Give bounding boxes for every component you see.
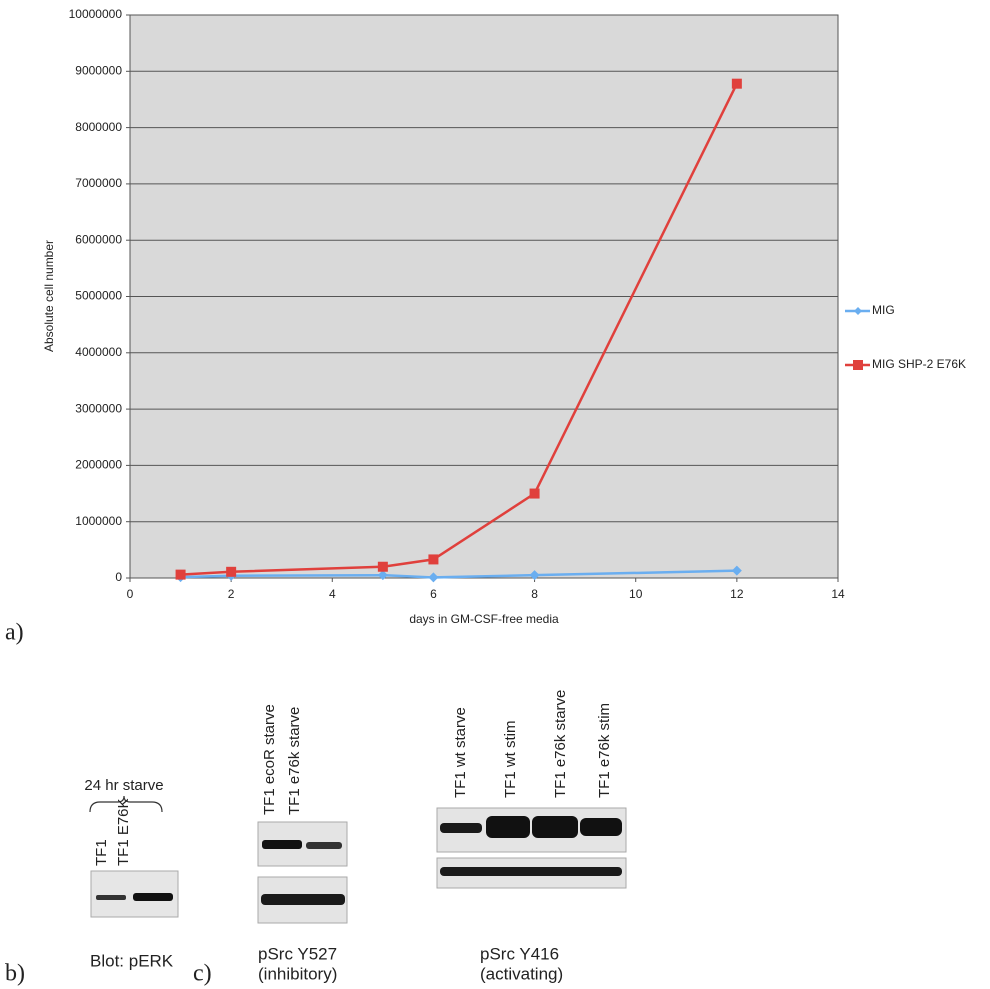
y-tick-label: 8000000: [75, 120, 122, 134]
x-axis-label: days in GM-CSF-free media: [409, 612, 559, 626]
group-label: 24 hr starve: [84, 777, 163, 794]
y-tick-label: 6000000: [75, 232, 122, 246]
band: [306, 842, 342, 849]
x-tick-label: 6: [430, 587, 437, 601]
band: [486, 816, 530, 838]
y-tick-label: 3000000: [75, 401, 122, 415]
band: [96, 895, 126, 900]
y-tick-label: 5000000: [75, 289, 122, 303]
panel-label: b): [5, 961, 25, 987]
y-tick-label: 2000000: [75, 458, 122, 472]
legend-marker: [853, 360, 863, 370]
marker: [732, 79, 742, 89]
y-tick-label: 0: [115, 570, 122, 584]
legend-marker: [854, 307, 862, 315]
marker: [226, 567, 236, 577]
y-tick-label: 7000000: [75, 176, 122, 190]
band: [580, 818, 622, 836]
caption: (activating): [480, 964, 563, 983]
marker: [530, 489, 540, 499]
caption: pSrc Y416: [480, 944, 559, 963]
band: [440, 823, 482, 833]
x-tick-label: 12: [730, 587, 744, 601]
lane-label: TF1 e76k stim: [596, 703, 613, 798]
marker: [428, 554, 438, 564]
caption: pSrc Y527: [258, 944, 337, 963]
figure: Absolute cell number days in GM-CSF-free…: [0, 0, 990, 989]
x-tick-label: 0: [127, 587, 134, 601]
caption: (inhibitory): [258, 964, 337, 983]
x-tick-label: 2: [228, 587, 235, 601]
lane-label: TF1 E76K: [115, 798, 132, 866]
lane-label: TF1 ecoR starve: [261, 704, 278, 815]
marker: [378, 562, 388, 572]
band: [261, 894, 345, 905]
x-tick-label: 4: [329, 587, 336, 601]
panel-label: a): [5, 620, 24, 646]
x-tick-label: 14: [831, 587, 845, 601]
legend-label: MIG SHP-2 E76K: [872, 357, 966, 371]
lane-label: TF1 wt stim: [502, 721, 519, 799]
lane-label: TF1 e76k starve: [286, 707, 303, 815]
caption: Blot: pERK: [90, 951, 174, 970]
y-tick-label: 9000000: [75, 63, 122, 77]
x-tick-label: 10: [629, 587, 643, 601]
y-tick-label: 10000000: [69, 7, 123, 21]
y-tick-label: 4000000: [75, 345, 122, 359]
panel-label: c): [193, 961, 212, 987]
band: [440, 867, 622, 876]
x-tick-label: 8: [531, 587, 538, 601]
legend-label: MIG: [872, 303, 895, 317]
lane-label: TF1 e76k starve: [552, 690, 569, 798]
lane-label: TF1 wt starve: [452, 707, 469, 798]
band: [262, 840, 302, 849]
band: [532, 816, 578, 838]
marker: [176, 570, 186, 580]
band: [133, 893, 173, 901]
y-axis-label: Absolute cell number: [42, 240, 56, 352]
y-tick-label: 1000000: [75, 514, 122, 528]
lane-label: TF1: [93, 839, 110, 866]
